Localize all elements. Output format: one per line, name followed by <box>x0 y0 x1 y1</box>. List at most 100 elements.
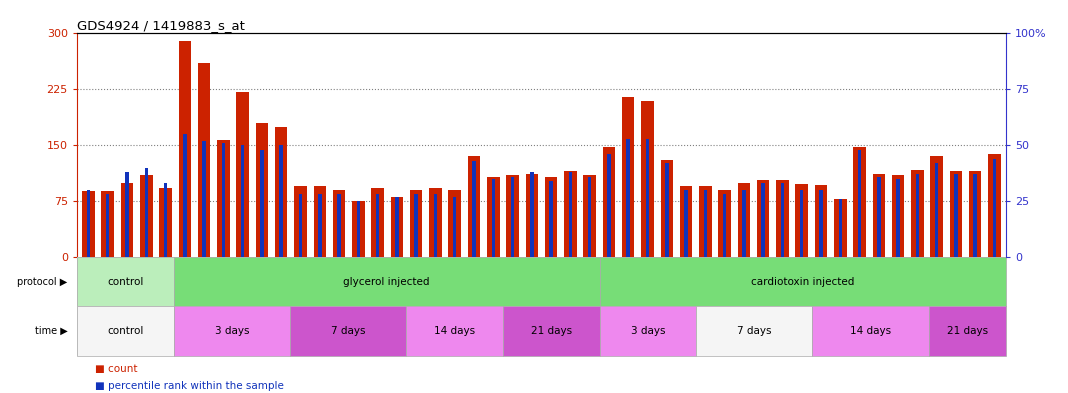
Bar <box>352 201 364 257</box>
Text: 3 days: 3 days <box>215 326 249 336</box>
Bar <box>333 190 345 257</box>
Bar <box>696 306 813 356</box>
Bar <box>665 163 669 257</box>
Bar <box>449 190 461 257</box>
Bar <box>608 154 611 257</box>
Bar <box>858 150 861 257</box>
Text: GDS4924 / 1419883_s_at: GDS4924 / 1419883_s_at <box>77 19 245 32</box>
Text: time ▶: time ▶ <box>35 326 67 336</box>
Bar <box>776 180 788 257</box>
Text: 14 days: 14 days <box>434 326 475 336</box>
Bar <box>954 174 958 257</box>
Text: 7 days: 7 days <box>331 326 365 336</box>
Bar <box>202 141 206 257</box>
Bar <box>761 183 765 257</box>
Bar <box>121 182 134 257</box>
Bar <box>934 163 939 257</box>
Bar <box>468 156 481 257</box>
Bar <box>491 179 496 257</box>
Bar <box>299 195 302 257</box>
Bar <box>289 306 406 356</box>
Bar <box>719 190 731 257</box>
Bar <box>410 190 423 257</box>
Bar <box>274 127 287 257</box>
Bar <box>819 190 822 257</box>
Bar <box>757 180 769 257</box>
Bar <box>82 191 95 257</box>
Bar <box>993 159 996 257</box>
Bar <box>487 176 500 257</box>
Bar <box>318 195 321 257</box>
Bar <box>915 174 920 257</box>
Bar <box>391 197 403 257</box>
Bar <box>395 197 398 257</box>
Bar <box>406 306 503 356</box>
Bar <box>241 145 245 257</box>
Bar <box>236 92 249 257</box>
Bar <box>314 186 326 257</box>
Bar <box>372 189 383 257</box>
Bar <box>357 201 360 257</box>
Bar <box>911 170 924 257</box>
Bar <box>813 306 928 356</box>
Text: 21 days: 21 days <box>946 326 988 336</box>
Bar <box>949 171 962 257</box>
Bar <box>896 179 900 257</box>
Bar <box>261 150 264 257</box>
Bar <box>646 139 649 257</box>
Bar <box>280 145 283 257</box>
Bar <box>599 257 1006 306</box>
Text: cardiotoxin injected: cardiotoxin injected <box>751 277 854 287</box>
Bar <box>125 172 129 257</box>
Bar <box>988 154 1001 257</box>
Bar <box>853 147 866 257</box>
Bar <box>838 199 842 257</box>
Bar <box>568 172 572 257</box>
Bar <box>140 175 153 257</box>
Bar <box>685 190 688 257</box>
Bar <box>101 191 114 257</box>
Bar <box>583 175 596 257</box>
Bar <box>77 306 174 356</box>
Bar <box>815 185 828 257</box>
Bar <box>159 189 172 257</box>
Bar <box>930 156 943 257</box>
Bar <box>796 184 808 257</box>
Bar <box>800 190 803 257</box>
Bar <box>742 190 745 257</box>
Bar <box>700 186 711 257</box>
Bar <box>337 195 341 257</box>
Bar <box>198 63 210 257</box>
Text: 3 days: 3 days <box>631 326 665 336</box>
Bar <box>738 182 750 257</box>
Bar <box>525 174 538 257</box>
Bar <box>680 186 692 257</box>
Bar <box>549 181 553 257</box>
Bar <box>217 140 230 257</box>
Bar <box>928 306 1006 356</box>
Bar <box>144 168 148 257</box>
Bar <box>506 175 519 257</box>
Text: 14 days: 14 days <box>850 326 891 336</box>
Bar <box>414 195 418 257</box>
Bar <box>87 190 90 257</box>
Bar <box>973 174 977 257</box>
Bar <box>545 176 557 257</box>
Text: ■ percentile rank within the sample: ■ percentile rank within the sample <box>95 381 284 391</box>
Bar <box>599 306 696 356</box>
Bar <box>511 176 515 257</box>
Bar <box>429 189 442 257</box>
Bar <box>723 195 726 257</box>
Bar <box>873 174 885 257</box>
Bar <box>622 97 634 257</box>
Text: glycerol injected: glycerol injected <box>344 277 429 287</box>
Text: control: control <box>107 326 143 336</box>
Bar <box>969 171 981 257</box>
Bar <box>587 176 592 257</box>
Text: control: control <box>107 277 143 287</box>
Bar <box>602 147 615 257</box>
Text: 21 days: 21 days <box>531 326 571 336</box>
Text: 7 days: 7 days <box>737 326 772 336</box>
Bar <box>704 190 707 257</box>
Bar <box>892 175 905 257</box>
